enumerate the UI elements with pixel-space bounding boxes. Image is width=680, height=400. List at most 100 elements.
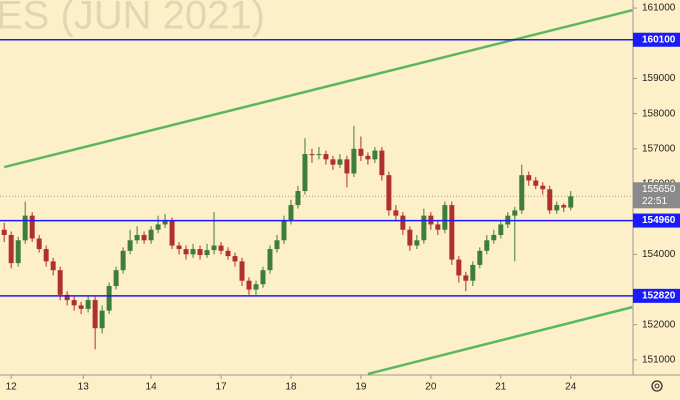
candle-body	[470, 264, 476, 281]
candle-body	[155, 224, 161, 230]
last-price-label: 155650	[642, 184, 676, 195]
candle-body	[365, 155, 371, 160]
y-tick-label: 159000	[642, 73, 676, 84]
y-tick-label: 157000	[642, 143, 676, 154]
candle-body	[484, 240, 490, 251]
level-label: 152820	[642, 290, 676, 301]
candle-body	[260, 270, 266, 285]
candle-body	[29, 215, 35, 239]
x-tick-label: 18	[285, 382, 297, 393]
last-price-box	[633, 182, 680, 209]
candle-body	[162, 220, 168, 225]
candle-body	[267, 249, 273, 271]
candle-body	[407, 229, 413, 246]
candle-body	[50, 261, 56, 271]
x-tick-label: 24	[565, 382, 577, 393]
candle-body	[351, 148, 357, 174]
y-tick-label: 154000	[642, 249, 676, 260]
candle-body	[8, 234, 14, 264]
candle-body	[309, 154, 315, 156]
candle-body	[253, 284, 259, 290]
candle-body	[519, 175, 525, 211]
candle-body	[232, 256, 238, 262]
x-tick-label: 17	[215, 382, 227, 393]
y-tick-label: 161000	[642, 3, 676, 14]
candle-body	[554, 205, 560, 211]
candle-body	[57, 270, 63, 295]
candle-body	[197, 249, 203, 256]
candle-body	[442, 205, 448, 230]
candle-body	[498, 224, 504, 235]
candle-body	[491, 234, 497, 241]
candle-body	[344, 159, 350, 174]
candle-body	[36, 238, 42, 250]
level-label-box	[633, 213, 680, 228]
candle-body	[477, 250, 483, 265]
candle-body	[218, 245, 224, 251]
candle-body	[526, 175, 532, 181]
y-tick-label: 151000	[642, 355, 676, 366]
candle-body	[316, 154, 322, 156]
candle-body	[99, 310, 105, 329]
y-tick-label: 158000	[642, 108, 676, 119]
candle-body	[127, 240, 133, 251]
candle-body	[561, 205, 567, 208]
candle-body	[211, 245, 217, 251]
candle-body	[183, 249, 189, 255]
candle-body	[113, 270, 119, 286]
x-tick-label: 19	[355, 382, 367, 393]
candle-body	[540, 185, 546, 190]
settings-icon[interactable]	[651, 380, 663, 392]
candle-body	[302, 154, 308, 192]
candle-body	[533, 180, 539, 186]
x-tick-label: 20	[425, 382, 437, 393]
candle-body	[225, 250, 231, 257]
candle-body	[337, 159, 343, 165]
candle-body	[43, 249, 49, 262]
candle-body	[323, 154, 329, 160]
candle-body	[169, 220, 175, 246]
countdown-label: 22:51	[642, 196, 667, 207]
candle-body	[449, 205, 455, 260]
candle-body	[379, 150, 385, 176]
candle-body	[22, 215, 28, 241]
y-tick-label: 152000	[642, 319, 676, 330]
candle-body	[414, 240, 420, 246]
candle-body	[239, 261, 245, 281]
candle-body	[1, 229, 7, 235]
candle-body	[274, 240, 280, 250]
candle-body	[330, 159, 336, 165]
candle-body	[85, 300, 91, 309]
candle-body	[106, 285, 112, 311]
level-label-box	[633, 32, 680, 47]
candle-body	[400, 215, 406, 230]
level-label-box	[633, 288, 680, 303]
candle-body	[190, 249, 196, 255]
candle-body	[176, 245, 182, 250]
candle-body	[372, 150, 378, 160]
trend-line	[367, 305, 633, 375]
candle-body	[288, 205, 294, 221]
candle-body	[456, 259, 462, 276]
candle-body	[246, 280, 252, 290]
candle-body	[295, 191, 301, 206]
candle-body	[141, 234, 147, 241]
candle-body	[393, 210, 399, 216]
candle-body	[134, 234, 140, 241]
candle-body	[281, 220, 287, 241]
candle-body	[568, 196, 574, 208]
candle-body	[120, 250, 126, 271]
x-tick-label: 14	[146, 382, 158, 393]
candle-body	[78, 305, 84, 309]
candle-body	[204, 250, 210, 256]
x-tick-label: 21	[495, 382, 507, 393]
candle-body	[148, 229, 154, 241]
candle-body	[512, 210, 518, 216]
level-label: 154960	[642, 215, 676, 226]
watermark: ES (JUN 2021)	[0, 0, 265, 38]
x-tick-label: 13	[78, 382, 90, 393]
candle-body	[358, 148, 364, 156]
level-label: 160100	[642, 34, 676, 45]
